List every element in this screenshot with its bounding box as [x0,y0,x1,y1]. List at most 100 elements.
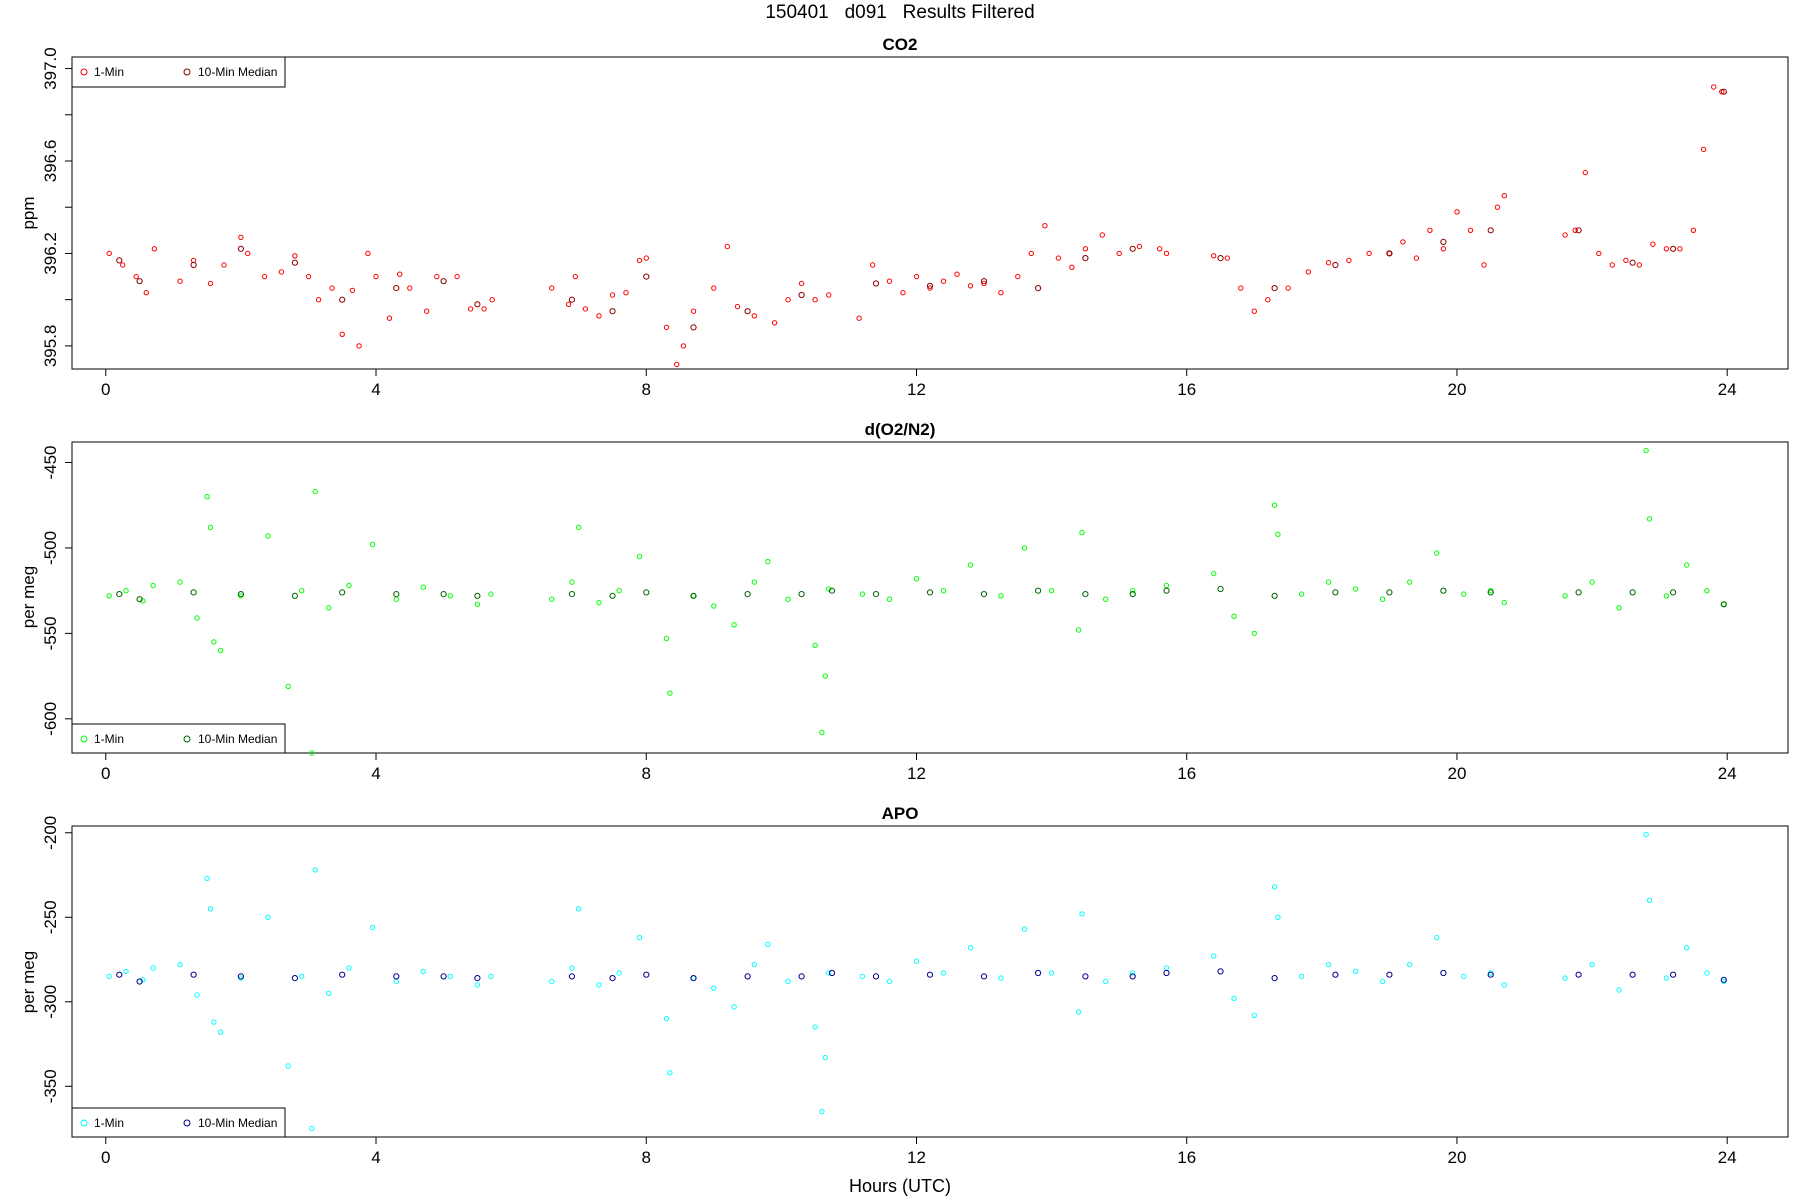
apo-x-tick-label: 0 [101,1148,110,1167]
o2n2-1min-point [576,524,582,531]
co2-1min-point [1440,246,1447,252]
co2-median-point [1271,285,1278,292]
apo-median-point [690,975,697,982]
apo-1min-point [1298,973,1305,980]
apo-median-point [116,971,123,978]
co2-1min-point [1572,227,1578,234]
o2n2-median-point [190,589,197,596]
apo-panel: APO 0 4 8 12 16 20 24 -200 -250 -300 -350 per meg… [19,804,1789,1167]
o2n2-median-point [1720,601,1727,608]
co2-panel: CO2 0 4 8 12 16 20 24 395.8 396.2 396.6 397.0 ppm… [19,35,1789,399]
co2-1min-point [967,283,974,289]
o2n2-x-tick-label: 12 [907,764,926,783]
apo-x-tick-label: 20 [1447,1148,1466,1167]
o2n2-1min-point [751,579,757,585]
apo-1min-point [488,973,494,980]
figure-title: 150401 d091 Results Filtered [765,2,1034,23]
o2n2-legend-marker-median [183,735,191,743]
apo-1min-point [569,965,575,971]
apo-1min-point [667,1070,673,1076]
co2-median-point [643,273,650,280]
apo-median-point [1163,969,1170,977]
apo-1min-point [285,1063,291,1069]
apo-median-point [926,971,934,978]
apo-1min-point [1231,995,1237,1002]
apo-median-point [474,975,481,982]
o2n2-1min-point [1616,605,1622,611]
co2-1min-point [1663,246,1670,252]
o2n2-median-point [136,596,143,603]
apo-1min-point [819,1108,825,1115]
co2-legend-label-1min: 1-Min [94,65,124,79]
apo-median-point [1670,971,1677,978]
co2-median-point [1129,245,1136,252]
o2n2-median-point [1670,589,1677,596]
apo-1min-point [1589,961,1595,968]
co2-1min-point [1562,232,1568,238]
apo-median-point [136,978,143,985]
co2-legend: 1-Min 10-Min Median [71,56,286,88]
apo-y-tick-label: -350 [41,1069,60,1103]
o2n2-x-tick-label: 4 [371,764,380,783]
o2n2-1min-point [1589,579,1595,585]
apo-1min-point [1562,975,1568,981]
co2-1min-point [1609,262,1616,268]
apo-median-point [1386,971,1393,978]
apo-y-axis: -200 -250 -300 -350 [41,816,72,1103]
o2n2-1min-point [765,558,771,565]
co2-median-point [1386,250,1393,257]
o2n2-median-point [1082,591,1089,598]
apo-1min-point [1103,978,1109,985]
co2-1min-point [643,255,649,261]
o2n2-median-point [980,591,988,598]
apo-median-point [568,973,576,980]
apo-1min-point [1271,884,1278,890]
co2-1min-point [572,273,578,280]
apo-1min-point [1130,970,1136,976]
o2n2-1min-point [886,596,893,602]
apo-median-point [1332,971,1339,978]
co2-1min-point [1042,223,1048,229]
co2-y-tick-label: 396.6 [41,140,60,183]
apo-1min-point [765,941,771,947]
o2n2-1min-point [1434,550,1440,556]
co2-1min-point [407,285,413,291]
co2-1min-point [1454,209,1460,215]
o2n2-1min-point [731,622,737,628]
o2n2-median-point [1271,592,1278,599]
co2-1min-point [424,308,430,314]
o2n2-panel-title: d(O2/N2) [865,420,936,439]
co2-1min-point [1596,250,1602,257]
apo-1min-point [1704,970,1710,976]
apo-1min-point [312,867,318,873]
apo-median-point [1575,971,1582,978]
co2-1min-point [1650,241,1656,247]
apo-median-point [1440,969,1447,977]
o2n2-1min-point [369,541,376,548]
o2n2-median-point [1575,589,1582,596]
o2n2-x-axis: 0 4 8 12 16 20 24 [101,753,1737,783]
co2-1min-point [356,343,362,349]
apo-1min-point [1075,1009,1082,1015]
o2n2-median-point [872,591,880,598]
apo-1min-point [309,1125,315,1132]
apo-median-point [872,973,880,980]
co2-1min-point [434,273,440,280]
o2n2-1min-point [940,588,947,594]
co2-y-axis: 395.8 396.2 396.6 397.0 [41,47,72,367]
o2n2-1min-point [1663,593,1670,599]
co2-1min-point [245,250,251,257]
o2n2-median-point [690,592,697,599]
apo-legend-label-median: 10-Min Median [198,1116,277,1130]
o2n2-median-point [291,592,298,599]
apo-median-point [393,973,400,980]
apo-1min-point [1663,975,1670,981]
apo-1min-point [207,906,214,912]
o2n2-1min-point [596,599,602,606]
o2n2-1min-point [859,591,866,597]
apo-median-point [980,973,988,980]
o2n2-1min-point [1501,599,1508,606]
apo-y-tick-label: -300 [41,985,60,1019]
apo-median-point [643,971,650,978]
o2n2-1min-point [150,582,156,589]
